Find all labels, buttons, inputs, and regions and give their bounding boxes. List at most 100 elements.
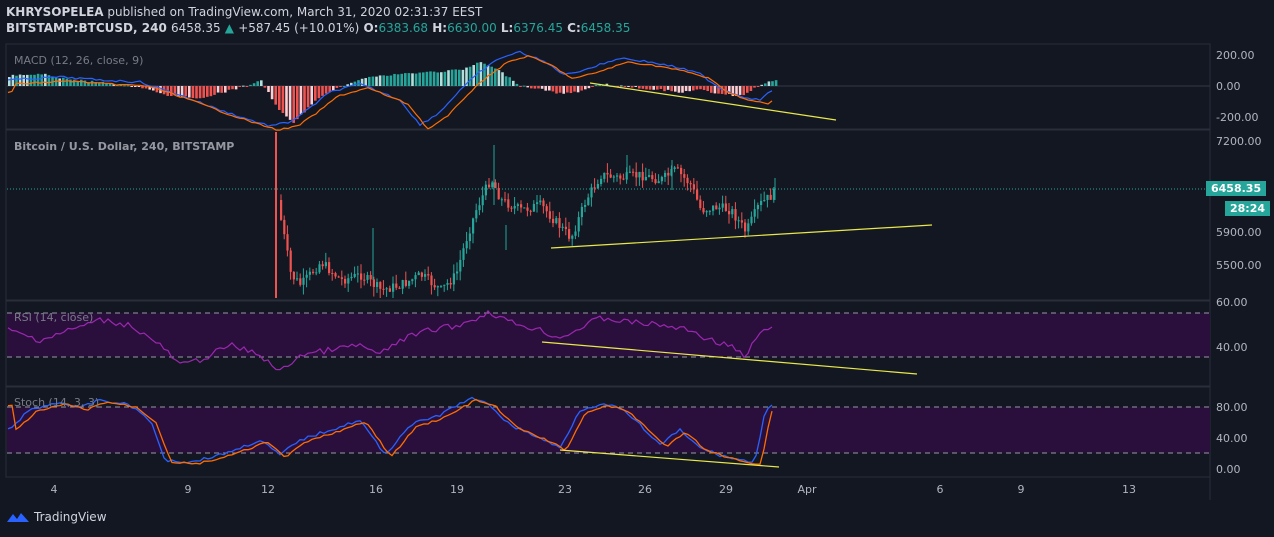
macd-histogram-bar	[702, 86, 706, 90]
candle	[392, 283, 395, 292]
macd-histogram-bar	[238, 86, 241, 87]
candle	[676, 167, 679, 169]
close-value: 6458.35	[580, 21, 631, 35]
macd-histogram-bar	[90, 80, 94, 86]
macd-histogram-bar	[220, 86, 223, 93]
candle	[408, 280, 411, 286]
macd-histogram-bar	[346, 84, 349, 86]
candle	[494, 182, 497, 188]
candle	[558, 218, 561, 228]
candle	[299, 278, 302, 285]
macd-histogram-bar	[674, 86, 677, 92]
candle	[664, 172, 667, 177]
macd-histogram-bar	[756, 86, 760, 87]
macd-histogram-bar	[177, 86, 180, 97]
candle	[443, 284, 446, 286]
candle	[337, 276, 340, 278]
tradingview-branding[interactable]: TradingView	[6, 510, 107, 524]
candle	[315, 272, 318, 274]
macd-histogram-bar	[296, 86, 299, 120]
candle	[644, 176, 647, 181]
macd-histogram-bar	[368, 76, 371, 86]
stoch-label[interactable]: Stoch (14, 3, 3)	[14, 396, 100, 409]
macd-histogram-bar	[576, 86, 580, 93]
macd-histogram-bar	[396, 74, 400, 86]
macd-histogram-bar	[544, 86, 547, 91]
macd-histogram-bar	[245, 86, 249, 87]
candle	[568, 229, 571, 239]
candle	[350, 276, 353, 279]
x-tick-label: 16	[369, 483, 383, 496]
candle	[660, 176, 663, 182]
candle	[612, 176, 615, 178]
macd-histogram-bar	[33, 74, 36, 86]
candle	[632, 171, 635, 173]
stoch-trendline[interactable]	[559, 449, 780, 468]
macd-trendline[interactable]	[589, 82, 837, 121]
macd-histogram-bar	[299, 86, 303, 115]
candle	[513, 205, 516, 209]
candle	[766, 194, 769, 200]
macd-histogram-bar	[386, 75, 389, 86]
macd-histogram-bar	[47, 75, 51, 86]
candle	[516, 204, 519, 206]
macd-histogram-bar	[418, 72, 421, 86]
candle	[744, 222, 747, 232]
price-trendline[interactable]	[550, 224, 933, 249]
macd-histogram-bar	[123, 85, 126, 87]
x-tick-label: Apr	[797, 483, 817, 496]
macd-histogram-bar	[738, 86, 742, 95]
macd-histogram-bar	[224, 86, 227, 93]
macd-histogram-bar	[429, 71, 432, 86]
candle	[603, 172, 606, 179]
rsi-trendline[interactable]	[541, 341, 918, 375]
macd-histogram-bar	[15, 75, 18, 86]
price-pane[interactable]	[5, 129, 1211, 301]
publisher-name[interactable]: KHRYSOPELEA	[6, 5, 104, 19]
macd-histogram-bar	[450, 69, 454, 86]
macd-histogram-bar	[472, 65, 475, 86]
macd-histogram-bar	[393, 73, 396, 86]
candle	[280, 200, 283, 220]
candle	[753, 209, 756, 217]
macd-label[interactable]: MACD (12, 26, close, 9)	[14, 54, 144, 67]
macd-histogram-bar	[342, 85, 346, 87]
macd-histogram-bar	[771, 81, 774, 86]
candle	[289, 250, 292, 272]
x-tick-label: 19	[450, 483, 464, 496]
macd-histogram-bar	[663, 86, 666, 92]
candle	[292, 271, 295, 280]
y-tick-label: 0.00	[1216, 80, 1241, 93]
macd-histogram-bar	[414, 73, 418, 86]
price-pane-label[interactable]: Bitcoin / U.S. Dollar, 240, BITSTAMP	[14, 140, 235, 153]
macd-histogram-bar	[242, 85, 245, 87]
candle	[552, 218, 555, 224]
candle	[395, 283, 398, 288]
candle	[577, 217, 580, 232]
candle	[590, 187, 593, 198]
macd-histogram-bar	[630, 86, 634, 88]
candle	[721, 203, 724, 208]
candle	[286, 234, 289, 251]
macd-histogram-bar	[501, 72, 504, 86]
macd-histogram-bar	[656, 86, 659, 90]
macd-histogram-bar	[364, 78, 367, 86]
candle	[536, 202, 539, 205]
macd-histogram-bar	[753, 86, 756, 88]
candle	[705, 211, 708, 213]
macd-histogram	[8, 62, 778, 123]
brand-name: TradingView	[34, 510, 107, 524]
macd-histogram-bar	[454, 69, 457, 86]
macd-histogram-bar	[188, 86, 191, 98]
macd-histogram-bar	[407, 73, 411, 86]
macd-histogram-bar	[479, 62, 483, 86]
y-tick-label: 200.00	[1216, 49, 1255, 62]
candle	[680, 167, 683, 175]
rsi-label[interactable]: RSI (14, close)	[14, 311, 94, 324]
symbol-label[interactable]: BITSTAMP:BTCUSD, 240	[6, 21, 167, 35]
candle	[606, 172, 609, 175]
macd-histogram-bar	[11, 74, 15, 86]
candle	[356, 273, 359, 275]
candle	[401, 280, 404, 289]
